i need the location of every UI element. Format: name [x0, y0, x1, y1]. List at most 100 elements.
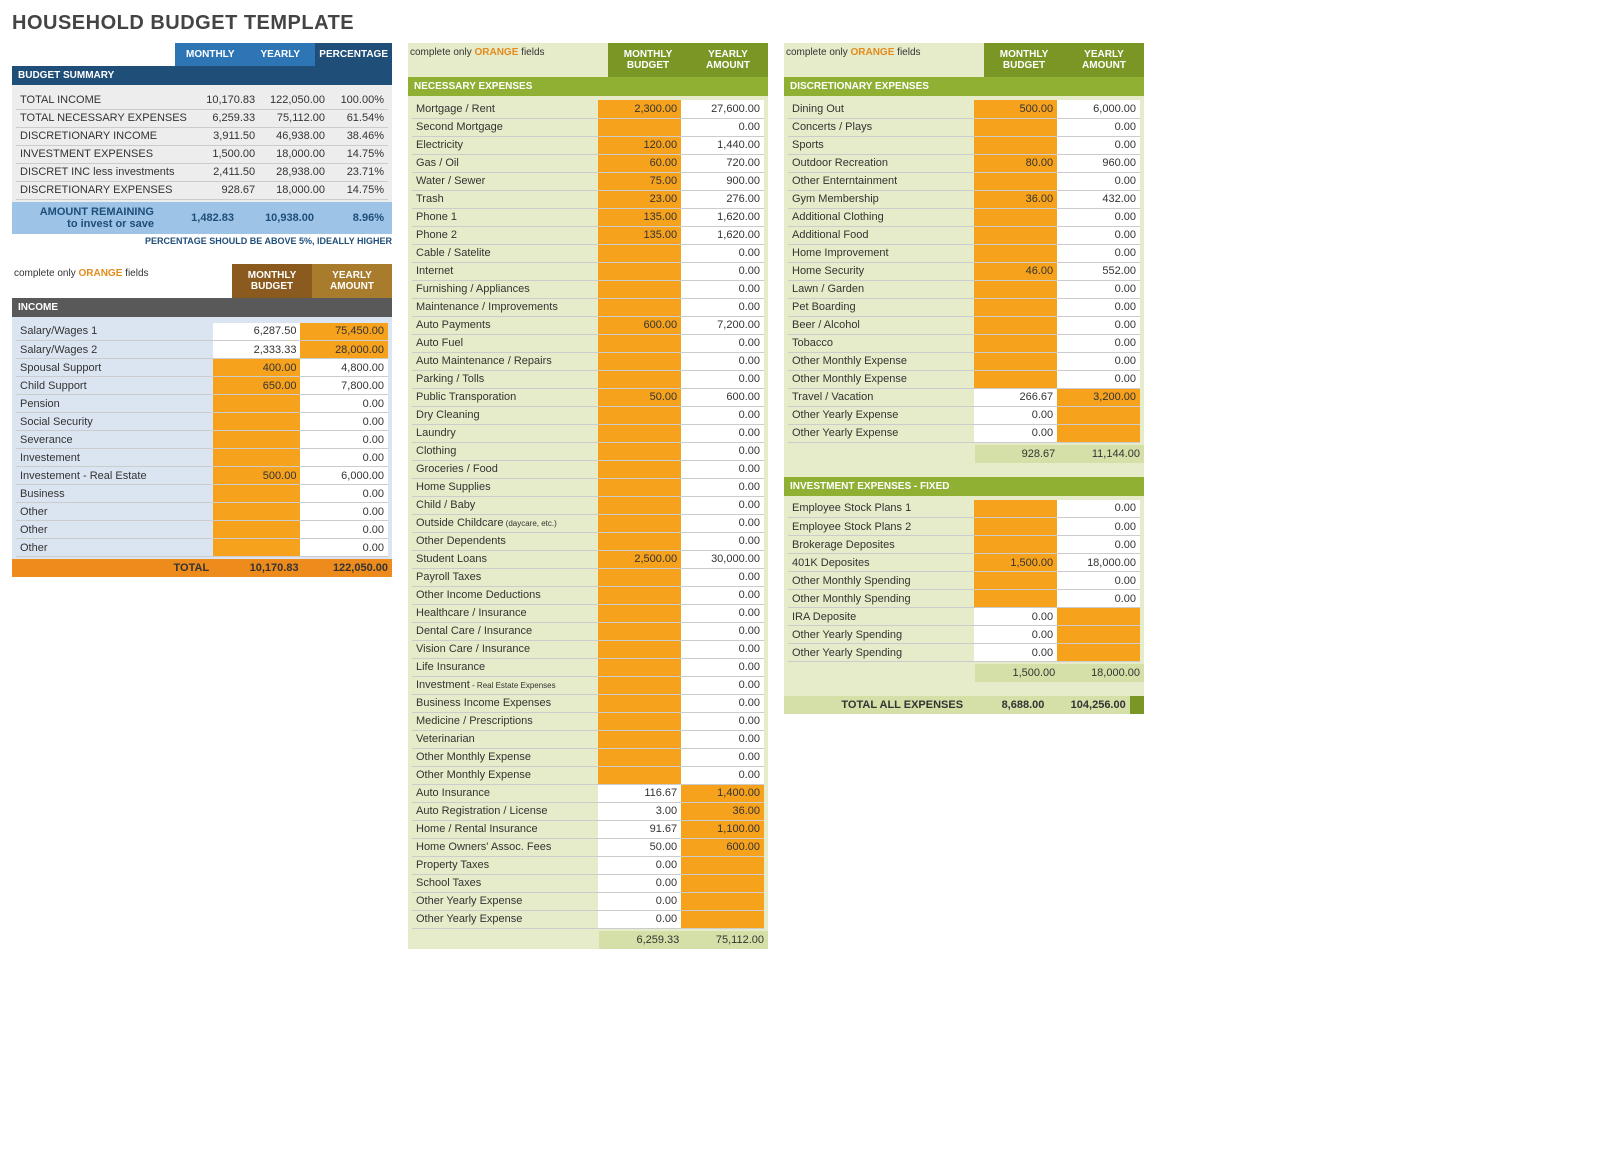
monthly-cell[interactable]: 60.00 — [598, 154, 681, 172]
monthly-cell[interactable] — [598, 568, 681, 586]
monthly-cell[interactable] — [213, 449, 301, 467]
monthly-cell[interactable] — [974, 334, 1057, 352]
monthly-cell[interactable] — [974, 298, 1057, 316]
monthly-cell[interactable]: 75.00 — [598, 172, 681, 190]
tab-yearly[interactable]: YEARLY — [245, 43, 315, 66]
yearly-cell[interactable]: 1,400.00 — [681, 784, 764, 802]
monthly-cell[interactable] — [598, 604, 681, 622]
monthly-cell[interactable] — [213, 503, 301, 521]
yearly-cell[interactable] — [1057, 424, 1140, 442]
monthly-cell[interactable]: 23.00 — [598, 190, 681, 208]
monthly-cell[interactable] — [598, 532, 681, 550]
monthly-cell[interactable]: 135.00 — [598, 208, 681, 226]
monthly-cell[interactable] — [598, 244, 681, 262]
monthly-cell[interactable] — [598, 676, 681, 694]
monthly-cell[interactable] — [598, 514, 681, 532]
monthly-cell[interactable] — [213, 431, 301, 449]
monthly-cell[interactable] — [974, 352, 1057, 370]
monthly-cell[interactable] — [974, 590, 1057, 608]
yearly-cell[interactable] — [681, 856, 764, 874]
yearly-cell: 0.00 — [681, 604, 764, 622]
yearly-cell[interactable]: 600.00 — [681, 838, 764, 856]
monthly-cell: 91.67 — [598, 820, 681, 838]
income-col-headers: complete only ORANGE fields MONTHLY BUDG… — [12, 264, 392, 298]
monthly-cell[interactable] — [213, 521, 301, 539]
monthly-cell[interactable] — [213, 539, 301, 557]
monthly-cell[interactable] — [974, 536, 1057, 554]
table-row: Employee Stock Plans 20.00 — [788, 518, 1140, 536]
monthly-cell[interactable] — [598, 730, 681, 748]
monthly-cell[interactable] — [598, 658, 681, 676]
yearly-cell[interactable] — [1057, 608, 1140, 626]
monthly-cell[interactable] — [974, 136, 1057, 154]
yearly-cell[interactable] — [681, 874, 764, 892]
yearly-cell[interactable]: 1,100.00 — [681, 820, 764, 838]
monthly-cell[interactable] — [598, 118, 681, 136]
monthly-cell[interactable] — [598, 352, 681, 370]
monthly-cell[interactable] — [974, 172, 1057, 190]
yearly-cell[interactable] — [1057, 406, 1140, 424]
monthly-cell[interactable] — [598, 406, 681, 424]
monthly-cell[interactable]: 120.00 — [598, 136, 681, 154]
monthly-cell[interactable]: 650.00 — [213, 377, 301, 395]
monthly-cell[interactable] — [213, 413, 301, 431]
monthly-cell[interactable] — [598, 334, 681, 352]
monthly-cell[interactable]: 46.00 — [974, 262, 1057, 280]
summary-tabs: MONTHLYYEARLYPERCENTAGE — [12, 43, 392, 66]
monthly-cell[interactable] — [598, 478, 681, 496]
monthly-cell[interactable] — [974, 244, 1057, 262]
yearly-cell[interactable] — [1057, 626, 1140, 644]
monthly-cell[interactable] — [974, 370, 1057, 388]
yearly-cell[interactable]: 3,200.00 — [1057, 388, 1140, 406]
monthly-cell[interactable] — [213, 395, 301, 413]
monthly-cell[interactable] — [974, 226, 1057, 244]
yearly-cell[interactable]: 28,000.00 — [300, 341, 388, 359]
yearly-cell[interactable] — [1057, 644, 1140, 662]
monthly-cell[interactable]: 500.00 — [974, 100, 1057, 118]
monthly-cell[interactable] — [598, 640, 681, 658]
tab-monthly[interactable]: MONTHLY — [175, 43, 245, 66]
monthly-cell[interactable] — [974, 118, 1057, 136]
monthly-cell[interactable] — [598, 586, 681, 604]
monthly-cell[interactable] — [598, 748, 681, 766]
monthly-cell[interactable]: 2,500.00 — [598, 550, 681, 568]
yearly-cell: 0.00 — [1057, 370, 1140, 388]
monthly-cell[interactable]: 500.00 — [213, 467, 301, 485]
monthly-cell[interactable] — [598, 694, 681, 712]
monthly-cell[interactable]: 36.00 — [974, 190, 1057, 208]
monthly-cell[interactable] — [598, 298, 681, 316]
monthly-cell[interactable] — [598, 442, 681, 460]
monthly-cell[interactable] — [598, 496, 681, 514]
monthly-cell[interactable] — [598, 370, 681, 388]
monthly-cell[interactable] — [974, 208, 1057, 226]
monthly-cell[interactable] — [598, 424, 681, 442]
yearly-cell[interactable]: 75,450.00 — [300, 323, 388, 341]
monthly-cell[interactable] — [974, 500, 1057, 518]
monthly-cell[interactable] — [598, 712, 681, 730]
yearly-cell[interactable]: 36.00 — [681, 802, 764, 820]
monthly-cell[interactable]: 50.00 — [598, 388, 681, 406]
monthly-cell[interactable] — [974, 280, 1057, 298]
monthly-cell[interactable]: 2,300.00 — [598, 100, 681, 118]
monthly-cell[interactable]: 135.00 — [598, 226, 681, 244]
monthly-cell[interactable]: 80.00 — [974, 154, 1057, 172]
monthly-cell[interactable]: 400.00 — [213, 359, 301, 377]
table-row: Laundry0.00 — [412, 424, 764, 442]
monthly-cell[interactable]: 1,500.00 — [974, 554, 1057, 572]
monthly-cell[interactable] — [598, 262, 681, 280]
monthly-cell[interactable] — [213, 485, 301, 503]
monthly-cell[interactable] — [974, 572, 1057, 590]
table-row: Other Monthly Expense0.00 — [412, 766, 764, 784]
yearly-cell[interactable] — [681, 910, 764, 928]
monthly-cell[interactable]: 600.00 — [598, 316, 681, 334]
yearly-cell[interactable] — [681, 892, 764, 910]
monthly-cell[interactable] — [974, 316, 1057, 334]
tab-percentage[interactable]: PERCENTAGE — [315, 43, 392, 66]
table-row: Additional Clothing0.00 — [788, 208, 1140, 226]
monthly-cell[interactable] — [598, 766, 681, 784]
monthly-cell[interactable] — [598, 622, 681, 640]
table-row: Phone 1135.001,620.00 — [412, 208, 764, 226]
monthly-cell[interactable] — [598, 460, 681, 478]
monthly-cell[interactable] — [598, 280, 681, 298]
monthly-cell[interactable] — [974, 518, 1057, 536]
